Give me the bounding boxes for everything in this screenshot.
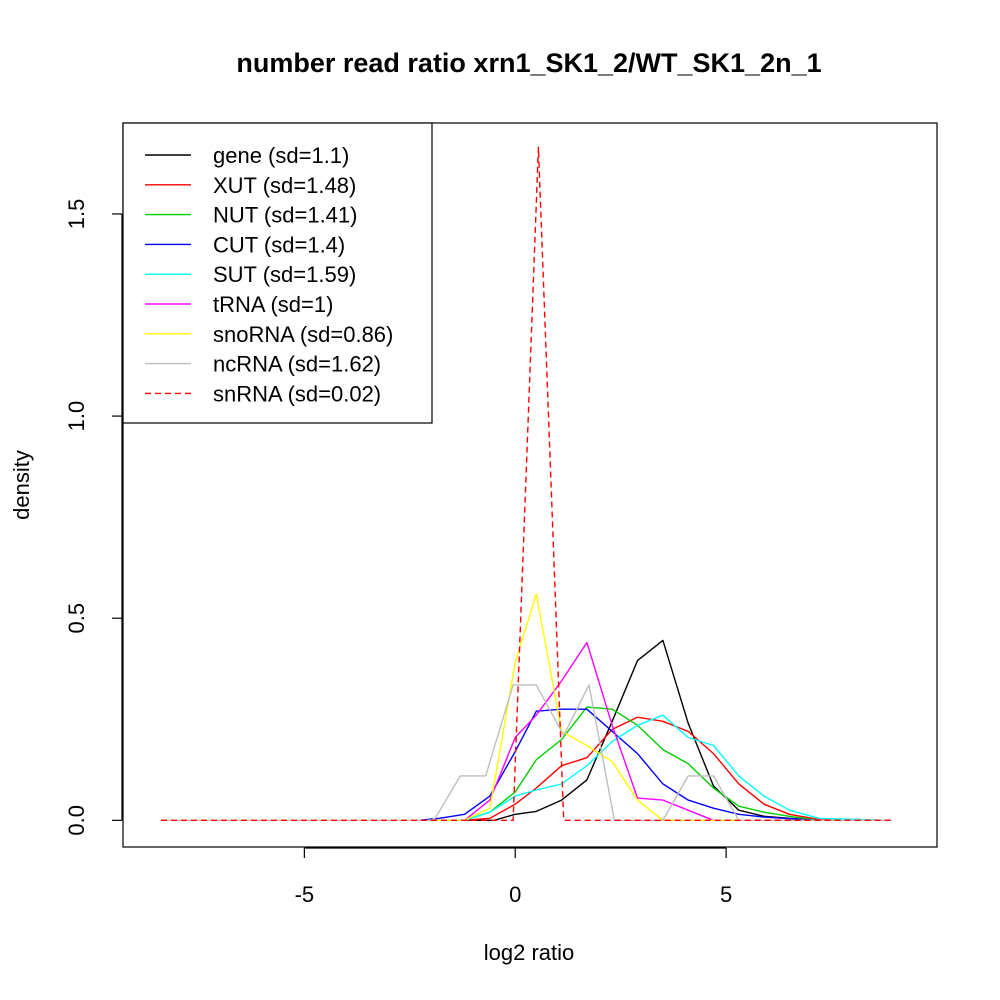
legend: gene (sd=1.1) XUT (sd=1.48) NUT (sd=1.41) C… xyxy=(122,122,433,424)
series-line-nut xyxy=(161,706,891,821)
series-line-trna xyxy=(161,641,891,821)
plot-area xyxy=(122,122,938,848)
x-axis-title: log2 ratio xyxy=(484,940,575,965)
legend-label-ncrna: ncRNA (sd=1.62) xyxy=(213,352,381,377)
y-axis: 0.0 0.5 1.0 1.5 xyxy=(64,199,123,836)
y-tick-label: 0.0 xyxy=(64,805,89,836)
x-axis: -5 0 5 xyxy=(295,847,732,907)
x-tick-label: 0 xyxy=(509,882,521,907)
x-tick-label: 5 xyxy=(720,882,732,907)
series-line-snrna xyxy=(161,146,891,821)
series-line-snorna xyxy=(161,593,891,821)
legend-label-trna: tRNA (sd=1) xyxy=(213,292,333,317)
series-line-cut xyxy=(161,708,891,821)
y-tick-label: 1.0 xyxy=(64,401,89,432)
legend-label-sut: SUT (sd=1.59) xyxy=(213,262,356,287)
y-axis-title: density xyxy=(9,450,34,520)
legend-box xyxy=(122,122,433,424)
series-line-sut xyxy=(161,714,891,821)
legend-label-snrna: snRNA (sd=0.02) xyxy=(213,381,381,406)
plot-frame xyxy=(122,122,938,848)
legend-label-cut: CUT (sd=1.4) xyxy=(213,232,345,257)
y-tick-label: 0.5 xyxy=(64,603,89,634)
chart-title: number read ratio xrn1_SK1_2/WT_SK1_2n_1 xyxy=(236,48,821,78)
x-tick-label: -5 xyxy=(295,882,315,907)
legend-label-snorna: snoRNA (sd=0.86) xyxy=(213,322,393,347)
series-layer xyxy=(161,146,891,821)
y-tick-label: 1.5 xyxy=(64,199,89,230)
legend-label-gene: gene (sd=1.1) xyxy=(213,143,349,168)
legend-label-nut: NUT (sd=1.41) xyxy=(213,203,357,228)
legend-label-xut: XUT (sd=1.48) xyxy=(213,173,356,198)
series-line-ncrna xyxy=(161,684,891,821)
series-line-xut xyxy=(161,716,891,821)
